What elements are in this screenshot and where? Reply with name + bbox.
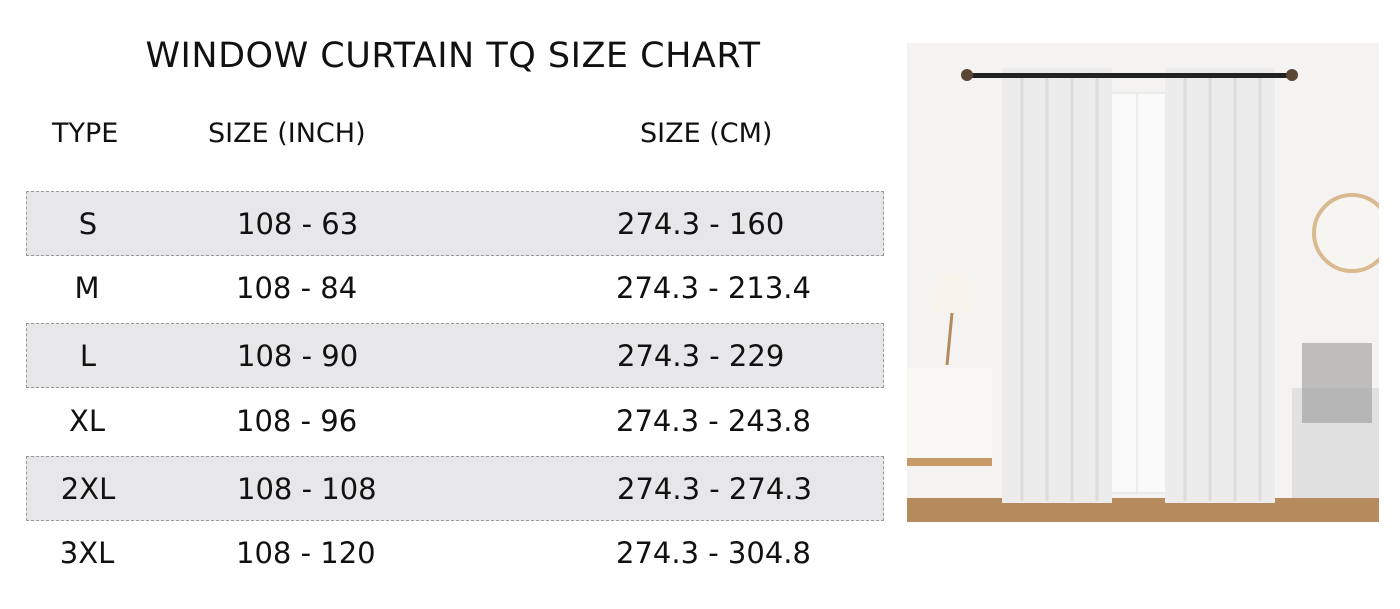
- table-row: S 108 - 63 274.3 - 160: [26, 191, 884, 256]
- table-row: 3XL 108 - 120 274.3 - 304.8: [26, 521, 884, 586]
- table-row: 2XL 108 - 108 274.3 - 274.3: [26, 456, 884, 521]
- table-row: L 108 - 90 274.3 - 229: [26, 323, 884, 388]
- type-cell: 3XL: [59, 536, 115, 570]
- size-inch-cell: 108 - 120: [236, 536, 376, 570]
- type-cell: 2XL: [60, 472, 116, 506]
- size-inch-cell: 108 - 108: [237, 472, 377, 506]
- type-cell: XL: [68, 404, 106, 438]
- header-size-inch: SIZE (INCH): [208, 118, 366, 149]
- size-cm-cell: 274.3 - 229: [617, 339, 785, 373]
- size-inch-cell: 108 - 84: [236, 271, 358, 305]
- type-cell: M: [74, 271, 100, 305]
- size-cm-cell: 274.3 - 304.8: [616, 536, 811, 570]
- table-row: M 108 - 84 274.3 - 213.4: [26, 256, 884, 321]
- size-cm-cell: 274.3 - 274.3: [617, 472, 812, 506]
- curtain-photo: [907, 43, 1379, 522]
- size-inch-cell: 108 - 90: [237, 339, 359, 373]
- type-cell: L: [79, 339, 97, 373]
- size-inch-cell: 108 - 63: [237, 207, 359, 241]
- size-cm-cell: 274.3 - 243.8: [616, 404, 811, 438]
- size-cm-cell: 274.3 - 213.4: [616, 271, 811, 305]
- chart-title: WINDOW CURTAIN TQ SIZE CHART: [145, 36, 761, 76]
- header-size-cm: SIZE (CM): [640, 118, 773, 149]
- table-row: XL 108 - 96 274.3 - 243.8: [26, 389, 884, 454]
- type-cell: S: [78, 207, 98, 241]
- size-cm-cell: 274.3 - 160: [617, 207, 785, 241]
- header-type: TYPE: [52, 118, 119, 149]
- size-inch-cell: 108 - 96: [236, 404, 358, 438]
